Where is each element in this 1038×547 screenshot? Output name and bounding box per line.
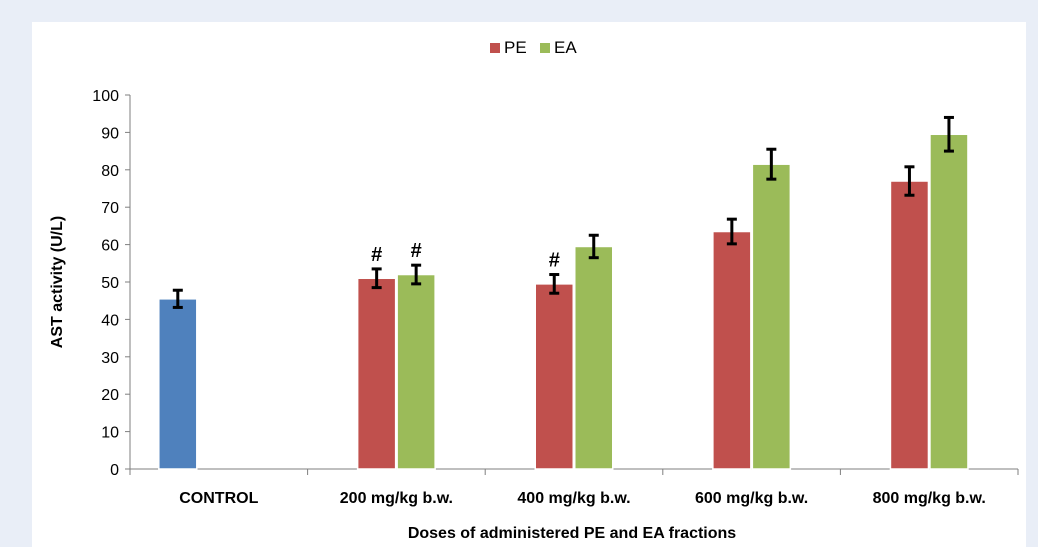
bar-chart: PE EA 0 10 20 30 40 50 60 70 80 90 100 CONTROL 200 m… <box>49 38 1019 542</box>
pe-bar <box>356 277 397 470</box>
legend: PE EA <box>490 38 577 57</box>
y-tick-label: 50 <box>101 275 119 292</box>
legend-swatch-pe <box>490 43 500 53</box>
bars: # # # <box>158 115 969 470</box>
y-tick-label: 20 <box>101 387 119 404</box>
x-tick-label: 400 mg/kg b.w. <box>517 490 630 507</box>
significance-mark: # <box>411 240 422 262</box>
y-tick-label: 0 <box>110 462 119 479</box>
y-tick-label: 30 <box>101 350 119 367</box>
y-tick-label: 60 <box>101 238 119 255</box>
pe-bar <box>712 230 752 470</box>
ea-bar <box>751 163 792 470</box>
x-axis: CONTROL 200 mg/kg b.w. 400 mg/kg b.w. 600 m… <box>129 468 1019 507</box>
x-axis-title: Doses of administered PE and EA fraction… <box>408 525 736 542</box>
legend-label-pe: PE <box>504 38 527 57</box>
pe-bar <box>534 283 574 470</box>
significance-mark: # <box>549 250 560 272</box>
y-tick-label: 40 <box>101 312 119 329</box>
y-tick-label: 80 <box>101 163 119 180</box>
y-tick-label: 70 <box>101 200 119 217</box>
x-tick-label: CONTROL <box>179 490 258 507</box>
x-tick-label: 200 mg/kg b.w. <box>340 490 453 507</box>
control-bar <box>158 298 198 470</box>
legend-label-ea: EA <box>554 38 577 57</box>
ea-bar <box>396 273 436 470</box>
significance-mark: # <box>371 244 382 266</box>
x-tick-label: 600 mg/kg b.w. <box>695 490 808 507</box>
ea-bar <box>574 245 614 470</box>
y-tick-label: 100 <box>92 88 119 105</box>
legend-swatch-ea <box>540 43 550 53</box>
y-tick-label: 10 <box>101 425 119 442</box>
y-tick-label: 90 <box>101 125 119 142</box>
y-axis: 0 10 20 30 40 50 60 70 80 90 100 <box>92 88 131 479</box>
chart-frame: PE EA 0 10 20 30 40 50 60 70 80 90 100 CONTROL 200 m… <box>32 22 1026 547</box>
pe-bar <box>889 180 930 470</box>
ea-bar <box>929 133 969 470</box>
x-tick-label: 800 mg/kg b.w. <box>873 490 986 507</box>
y-axis-title: AST activity (U/L) <box>49 216 66 348</box>
